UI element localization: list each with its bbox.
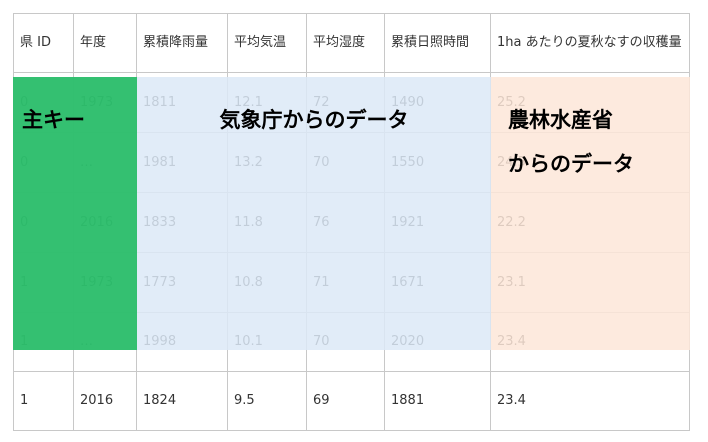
header-cell: 平均気温 [228, 13, 307, 73]
header-cell: 年度 [74, 13, 137, 73]
table-cell: 1 [13, 372, 74, 431]
overlay [137, 77, 491, 350]
overlay [491, 77, 690, 350]
header-cell: 平均湿度 [307, 13, 385, 73]
table-cell: 1824 [137, 372, 228, 431]
overlay-label: からのデータ [508, 152, 634, 176]
table-cell: 9.5 [228, 372, 307, 431]
header-cell: 1ha あたりの夏秋なすの収穫量 [491, 13, 690, 73]
header-cell: 累積降雨量 [137, 13, 228, 73]
table-cell: 69 [307, 372, 385, 431]
table-cell: 1881 [385, 372, 491, 431]
table-cell: 2016 [74, 372, 137, 431]
header-cell: 県 ID [13, 13, 74, 73]
overlay-label: 主キー [22, 108, 85, 132]
overlay [13, 77, 137, 350]
overlay-label: 気象庁からのデータ [219, 108, 409, 132]
header-cell: 累積日照時間 [385, 13, 491, 73]
table-cell: 23.4 [491, 372, 690, 431]
overlay-label: 農林水産省 [508, 108, 613, 132]
